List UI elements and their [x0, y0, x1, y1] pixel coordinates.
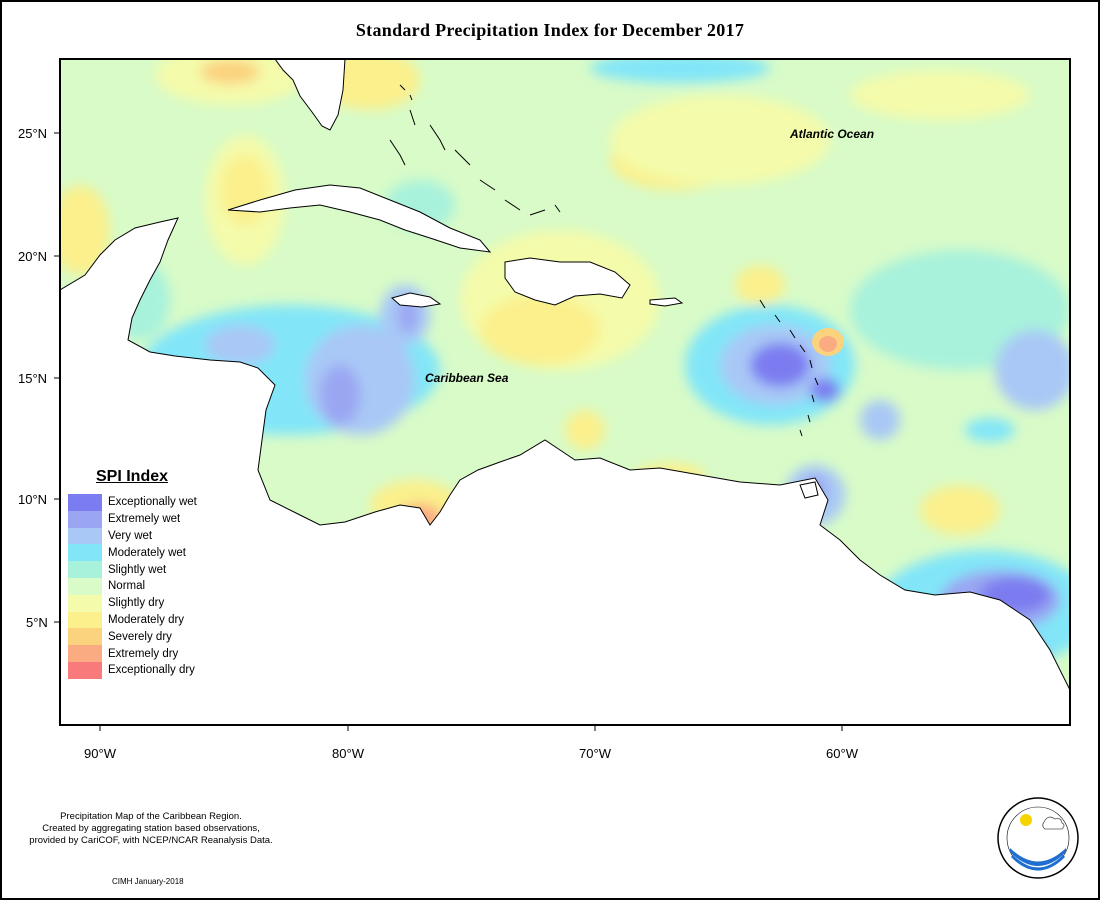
dry-area	[480, 295, 600, 365]
footnote-line: provided by CariCOF, with NCEP/NCAR Rean…	[29, 835, 273, 846]
legend-label: Slightly wet	[108, 563, 167, 576]
footnote: Precipitation Map of the Caribbean Regio…	[6, 811, 296, 847]
lon-label-60w: 60°W	[826, 746, 858, 761]
wet-area	[995, 330, 1070, 410]
trinidad-land	[799, 481, 819, 499]
legend-label: Severely dry	[108, 630, 172, 643]
land-masses	[60, 59, 1070, 725]
legend-item: Extremely wet	[68, 510, 218, 528]
wet-area	[810, 378, 840, 402]
legend-item: Slightly dry	[68, 594, 218, 612]
legend-item: Exceptionally wet	[68, 494, 218, 511]
legend-label: Exceptionally wet	[108, 496, 197, 509]
island-chain	[389, 84, 819, 437]
legend-title: SPI Index	[96, 468, 169, 485]
wet-area	[860, 400, 900, 440]
dry-area	[610, 95, 830, 185]
legend-label: Extremely wet	[108, 513, 181, 526]
wet-area	[750, 343, 810, 387]
legend-swatch	[68, 510, 102, 528]
legend-item: Severely dry	[68, 628, 218, 646]
map-border	[59, 58, 1071, 726]
jamaica-land	[390, 292, 442, 308]
lon-label-80w: 80°W	[332, 746, 364, 761]
axis-ticks	[54, 132, 843, 731]
dry-area	[220, 155, 270, 225]
wet-area	[205, 325, 275, 365]
cimh-logo	[997, 797, 1079, 879]
puerto-rico-land	[649, 297, 684, 307]
legend-label: Exceptionally dry	[108, 664, 195, 677]
legend-item: Extremely dry	[68, 645, 218, 662]
dry-area	[819, 336, 837, 352]
spi-field	[60, 59, 1070, 725]
legend-label: Normal	[108, 580, 146, 593]
legend-label: Very wet	[108, 529, 153, 542]
legend-item: Exceptionally dry	[68, 661, 218, 679]
mainland-south-central-america	[60, 217, 1070, 725]
legend-label: Moderately wet	[108, 546, 186, 559]
legend-swatch	[68, 544, 102, 562]
lesser-antilles-islands	[759, 299, 819, 437]
lon-label-70w: 70°W	[579, 746, 611, 761]
spi-legend: SPI Index Exceptionally wet Extremely wet…	[68, 468, 218, 679]
hispaniola-land	[504, 257, 631, 306]
lat-label-15n: 15°N	[18, 371, 48, 386]
dry-area	[60, 185, 110, 275]
caribbean-sea-label: Caribbean Sea	[425, 371, 509, 385]
wet-area	[590, 59, 770, 83]
legend-swatch	[68, 611, 102, 629]
dry-area	[320, 59, 420, 110]
legend-item: Normal	[68, 577, 218, 595]
footnote-line: Created by aggregating station based obs…	[42, 823, 260, 834]
legend-swatch	[68, 594, 102, 612]
footnote-line: Precipitation Map of the Caribbean Regio…	[60, 811, 242, 822]
legend-swatch	[68, 561, 102, 578]
water-icon	[1010, 848, 1066, 866]
legend-item: Moderately wet	[68, 544, 218, 562]
legend-swatch	[68, 494, 102, 511]
legend-item: Very wet	[68, 527, 218, 545]
wet-area	[320, 365, 360, 425]
legend-swatch	[68, 661, 102, 679]
legend-rows: Exceptionally wet Extremely wet Very wet Mo…	[68, 494, 218, 679]
legend-label: Moderately dry	[108, 613, 185, 626]
legend-swatch	[68, 628, 102, 646]
cuba-land	[227, 184, 492, 253]
lat-label-20n: 20°N	[18, 249, 48, 264]
credit-text: CIMH January-2018	[112, 877, 184, 886]
legend-item: Slightly wet	[68, 561, 218, 578]
cloud-icon	[1042, 816, 1065, 830]
bahamas-islands	[389, 84, 561, 216]
wet-area	[965, 418, 1015, 442]
legend-label: Extremely dry	[108, 647, 179, 660]
lat-label-25n: 25°N	[18, 126, 48, 141]
legend-swatch	[68, 577, 102, 595]
dry-area	[200, 60, 260, 84]
legend-item: Moderately dry	[68, 611, 218, 629]
dry-area	[920, 485, 1000, 535]
map-title: Standard Precipitation Index for Decembe…	[355, 20, 745, 40]
dry-area	[735, 265, 785, 305]
dry-area	[565, 410, 605, 450]
dry-area	[850, 70, 1030, 120]
sun-icon	[1020, 814, 1032, 826]
lat-label-10n: 10°N	[18, 492, 48, 507]
florida-land	[274, 59, 346, 131]
atlantic-ocean-label: Atlantic Ocean	[790, 127, 875, 141]
lat-label-5n: 5°N	[26, 615, 48, 630]
legend-swatch	[68, 645, 102, 662]
legend-label: Slightly dry	[108, 597, 165, 610]
legend-swatch	[68, 527, 102, 545]
lon-label-90w: 90°W	[84, 746, 116, 761]
